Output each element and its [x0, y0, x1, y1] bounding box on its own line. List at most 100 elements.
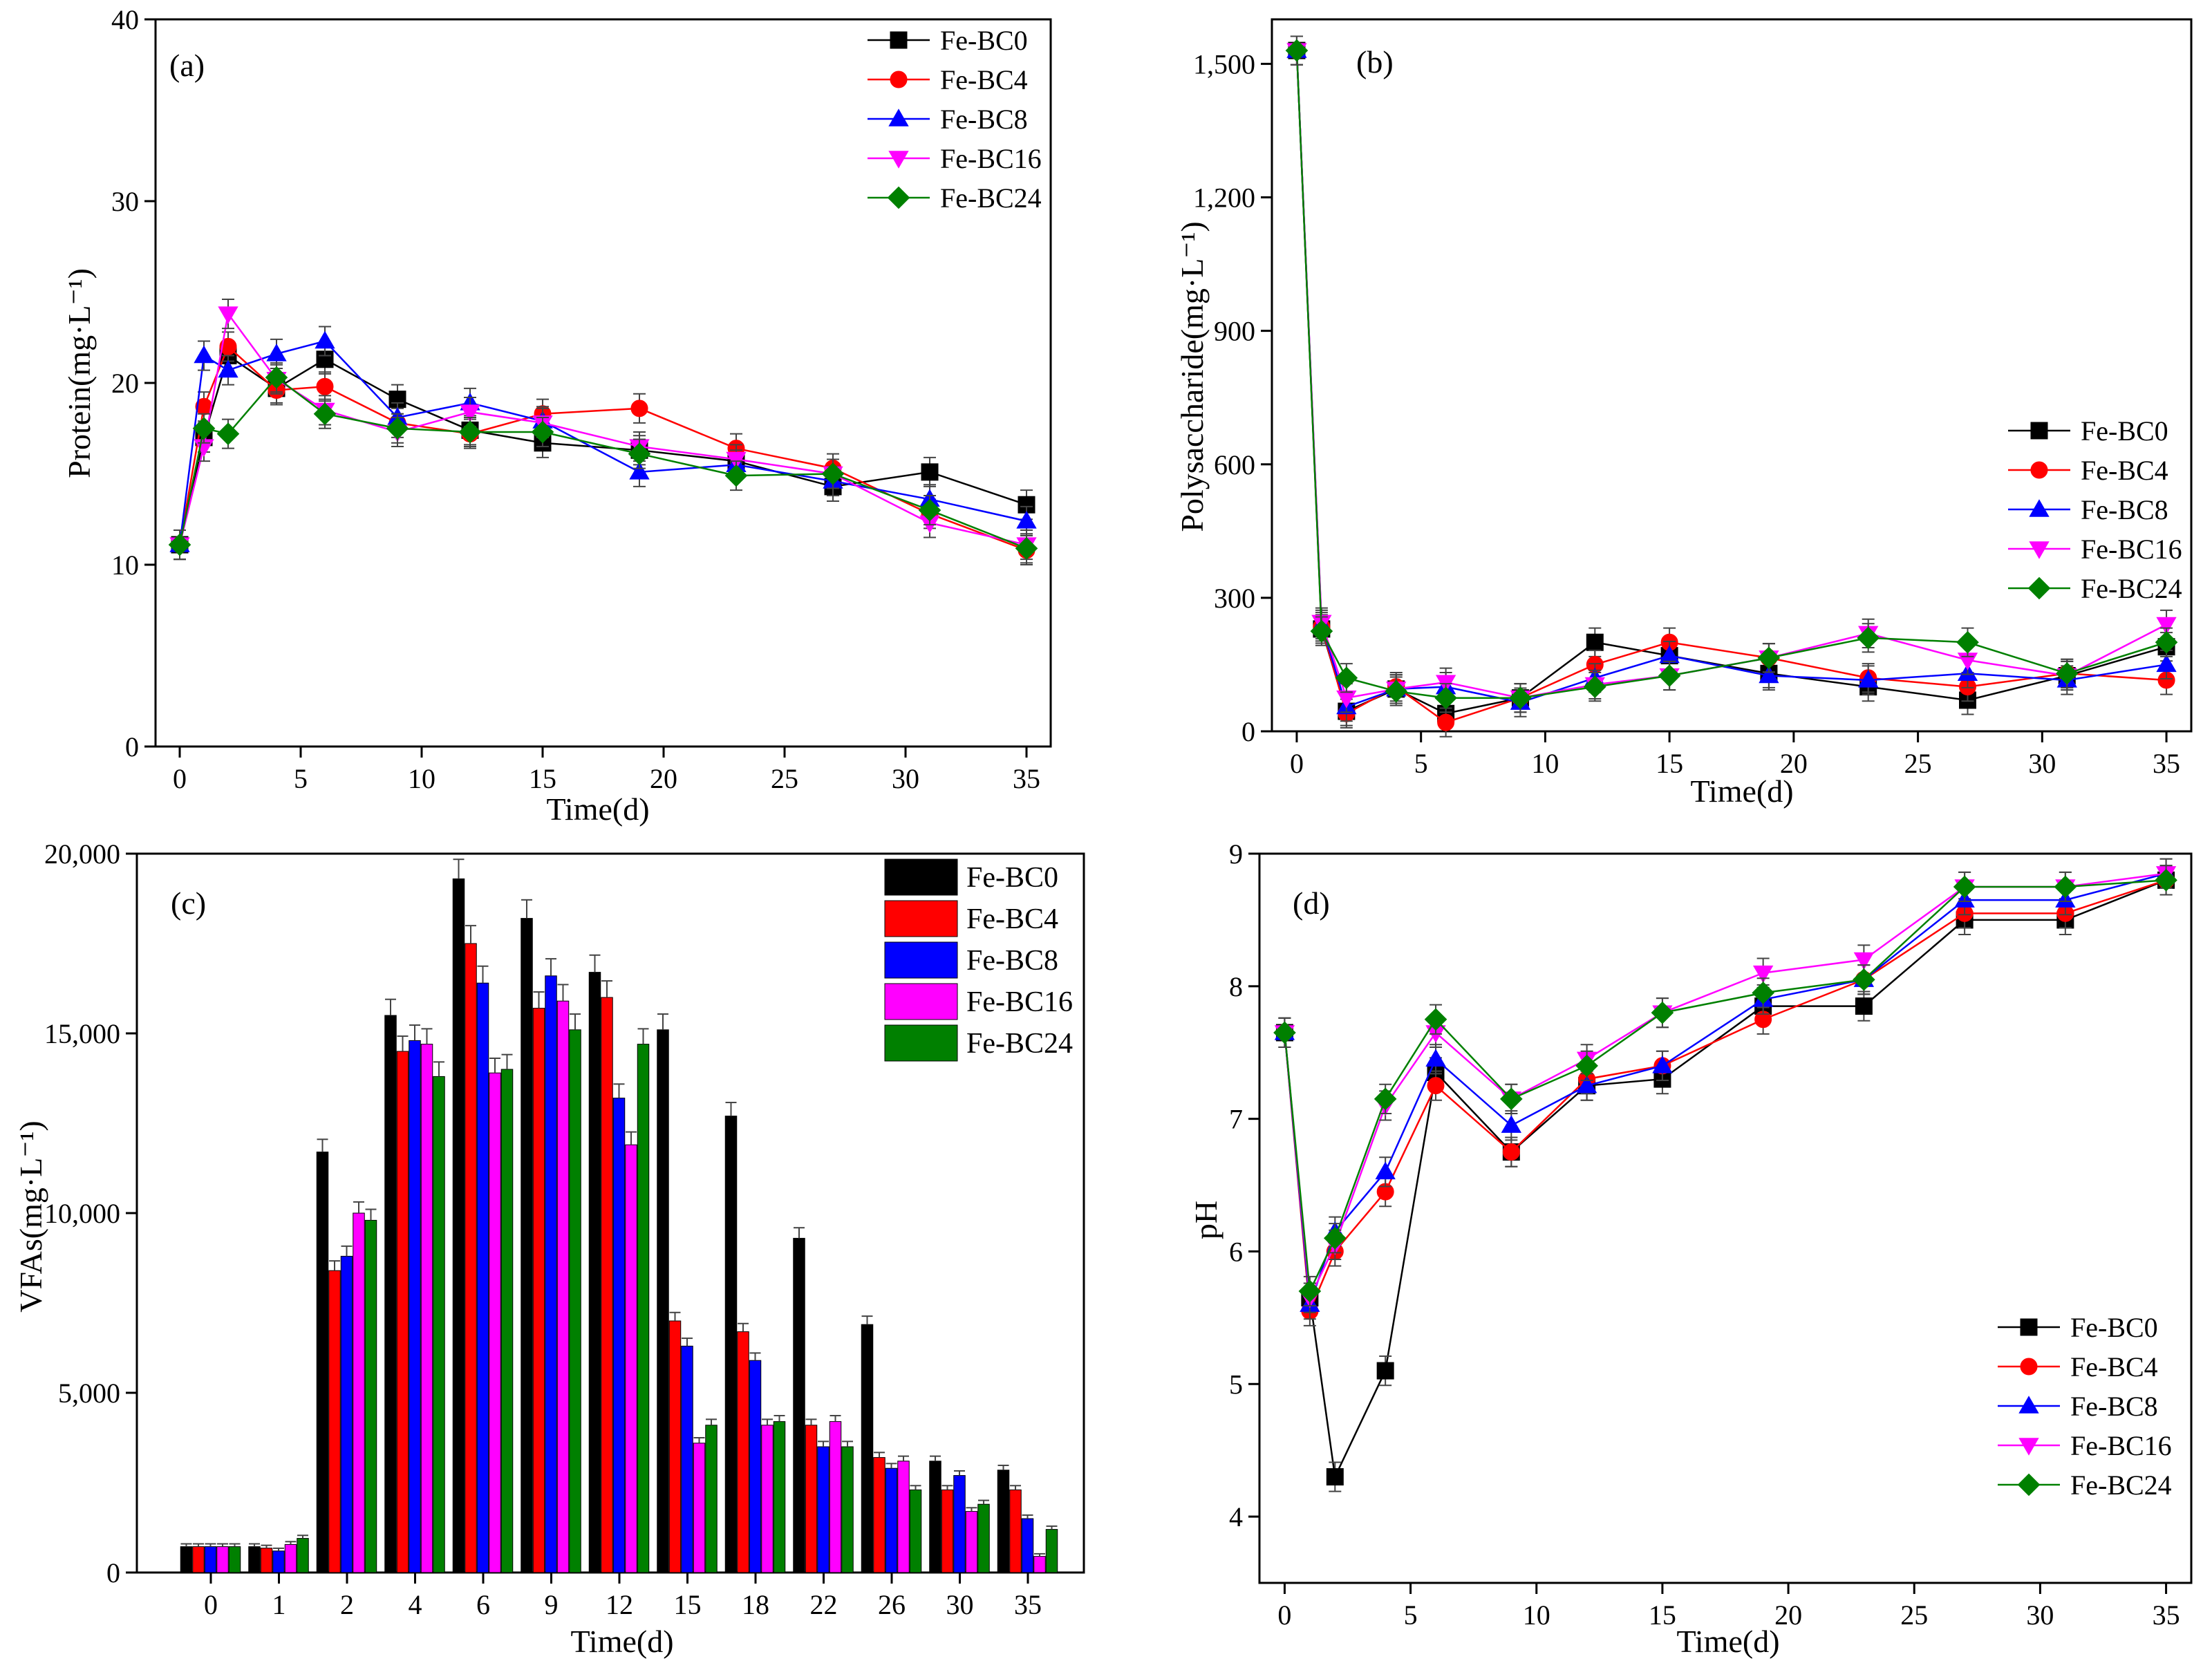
- bar-fe-bc16: [420, 1044, 433, 1573]
- bar-fe-bc16: [625, 1144, 637, 1573]
- x-tick-label: 20: [650, 763, 677, 794]
- legend-label-fe-bc4: Fe-BC4: [966, 903, 1058, 935]
- data-point-fe-bc8: [1858, 670, 1879, 688]
- y-tick-label: 8: [1229, 971, 1243, 1002]
- legend: Fe-BC0 Fe-BC4 Fe-BC8 Fe-BC16 Fe-BC24: [868, 25, 1042, 214]
- bar-fe-bc4: [941, 1489, 954, 1573]
- series-fe-bc24: [228, 1013, 1058, 1573]
- data-marks: [180, 858, 1058, 1573]
- y-tick-label: 4: [1229, 1501, 1243, 1532]
- data-point-fe-bc8: [1501, 1115, 1521, 1133]
- bar-fe-bc16: [1033, 1556, 1046, 1573]
- legend-label-fe-bc8: Fe-BC8: [966, 945, 1058, 977]
- axis-ticks: 4 5 6 7 8 9 0 5 10 15 20 25 30 35: [1229, 838, 2180, 1631]
- x-tick-label: 22: [810, 1589, 838, 1620]
- bar-fe-bc4: [465, 943, 477, 1573]
- data-point-fe-bc24: [1509, 686, 1532, 710]
- bar-fe-bc8: [749, 1360, 762, 1573]
- legend-swatch-fe-bc8: [884, 941, 958, 979]
- legend-label-fe-bc8: Fe-BC8: [2081, 494, 2168, 525]
- legend-label-fe-bc0: Fe-BC0: [940, 25, 1028, 56]
- panel-label: (d): [1293, 885, 1330, 921]
- y-tick-label: 10: [111, 550, 139, 581]
- bar-fe-bc8: [272, 1550, 285, 1573]
- legend-label-fe-bc4: Fe-BC4: [2070, 1351, 2158, 1382]
- bar-fe-bc24: [364, 1219, 377, 1573]
- x-tick-label: 18: [742, 1589, 769, 1620]
- x-tick-label: 9: [545, 1589, 559, 1620]
- data-point-fe-bc24: [1015, 537, 1038, 560]
- bar-fe-bc0: [861, 1324, 874, 1573]
- data-point-fe-bc24: [168, 533, 191, 556]
- data-point-fe-bc24: [1500, 1087, 1523, 1111]
- legend-label-fe-bc24: Fe-BC24: [2070, 1470, 2172, 1501]
- x-tick-label: 1: [272, 1589, 286, 1620]
- data-marks: [1285, 35, 2178, 738]
- x-tick-label: 25: [1900, 1599, 1928, 1631]
- legend-marker-fe-bc8: [2018, 1396, 2039, 1414]
- bar-fe-bc8: [1021, 1518, 1034, 1573]
- panel-d-ph: (d) Time(d) pH 4 5 6 7 8 9 0 5 10 15 20 25 30 35 Fe-B…: [1188, 838, 2193, 1659]
- bar-fe-bc0: [248, 1546, 261, 1573]
- bar-fe-bc24: [977, 1503, 990, 1573]
- legend-label-fe-bc8: Fe-BC8: [940, 104, 1028, 135]
- x-tick-label: 10: [1523, 1599, 1550, 1631]
- legend-label-fe-bc4: Fe-BC4: [940, 64, 1028, 95]
- bar-fe-bc24: [433, 1076, 445, 1573]
- x-tick-label: 30: [2026, 1599, 2054, 1631]
- y-tick-label: 300: [1214, 583, 1255, 614]
- y-tick-label: 1,200: [1193, 182, 1255, 214]
- data-point-fe-bc24: [386, 417, 409, 440]
- x-tick-label: 20: [1774, 1599, 1802, 1631]
- x-tick-label: 4: [409, 1589, 422, 1620]
- axis-ticks: 0 300 600 900 1,200 1,500 0 5 10 15 20 25 30 35: [1193, 48, 2180, 779]
- x-tick-label: 0: [1277, 1599, 1291, 1631]
- panel-label: (a): [169, 48, 205, 83]
- bar-fe-bc16: [216, 1546, 229, 1573]
- bar-fe-bc0: [724, 1116, 738, 1573]
- data-point-fe-bc0: [921, 463, 939, 481]
- legend-marker-fe-bc8: [2029, 499, 2050, 517]
- bar-fe-bc16: [284, 1543, 297, 1573]
- bar-fe-bc8: [953, 1475, 966, 1573]
- panel-b-polysaccharide: (b) Time(d) Polysaccharide(mg·L⁻¹) 03006…: [1174, 18, 2193, 809]
- bar-fe-bc16: [829, 1421, 842, 1573]
- bar-fe-bc24: [909, 1489, 922, 1573]
- bar-fe-bc4: [601, 997, 613, 1573]
- x-tick-label: 5: [294, 763, 308, 794]
- x-axis-label: Time(d): [1676, 1624, 1779, 1659]
- bar-fe-bc24: [569, 1029, 581, 1573]
- bar-fe-bc0: [997, 1470, 1010, 1573]
- legend: Fe-BC0 Fe-BC4 Fe-BC8 Fe-BC16 Fe-BC24: [1998, 1312, 2172, 1501]
- data-marks: [168, 299, 1038, 565]
- data-point-fe-bc24: [1385, 679, 1408, 703]
- data-point-fe-bc16: [218, 306, 238, 324]
- bar-fe-bc4: [1009, 1489, 1022, 1573]
- legend-marker-fe-bc24: [2017, 1473, 2041, 1496]
- data-point-fe-bc0: [1326, 1468, 1344, 1486]
- data-point-fe-bc24: [1273, 1021, 1296, 1044]
- data-point-fe-bc24: [1583, 675, 1606, 698]
- bar-fe-bc24: [705, 1425, 718, 1573]
- legend-marker-fe-bc4: [2020, 1358, 2038, 1376]
- data-point-fe-bc24: [628, 442, 651, 465]
- y-tick-label: 600: [1214, 449, 1255, 480]
- bar-fe-bc16: [556, 1000, 570, 1573]
- x-tick-label: 20: [1780, 748, 1808, 779]
- bar-fe-bc0: [793, 1237, 805, 1573]
- series-fe-bc0: [180, 858, 1010, 1573]
- x-tick-label: 5: [1404, 1599, 1418, 1631]
- y-tick-label: 0: [1241, 716, 1255, 747]
- data-point-fe-bc8: [1425, 1049, 1446, 1067]
- data-point-fe-bc16: [1752, 965, 1774, 984]
- y-tick-label: 6: [1229, 1236, 1243, 1267]
- data-point-fe-bc24: [458, 420, 482, 444]
- data-point-fe-bc4: [1427, 1077, 1445, 1095]
- legend-swatch-fe-bc4: [884, 900, 958, 937]
- x-tick-label: 25: [1904, 748, 1932, 779]
- bar-fe-bc24: [841, 1446, 854, 1573]
- legend-marker-fe-bc24: [887, 186, 910, 209]
- legend: Fe-BC0 Fe-BC4 Fe-BC8 Fe-BC16 Fe-BC24: [2008, 415, 2182, 604]
- data-point-fe-bc8: [1375, 1161, 1396, 1180]
- legend-swatch-fe-bc0: [884, 858, 958, 896]
